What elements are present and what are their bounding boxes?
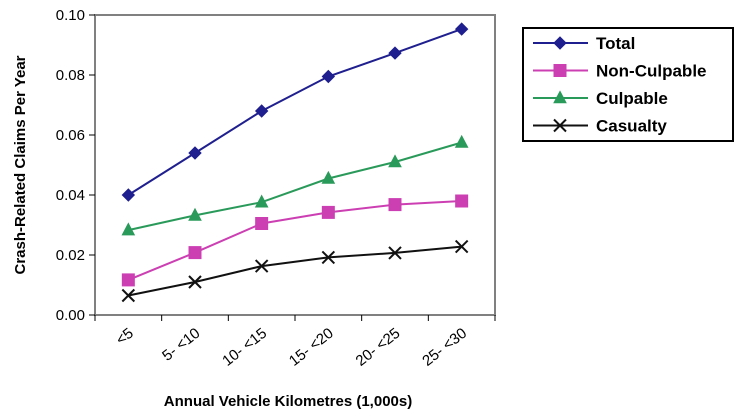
x-tick-label: 10- <15 — [219, 325, 270, 370]
data-point-x — [553, 118, 567, 133]
series-casualty — [121, 239, 469, 303]
data-point-triangle — [188, 207, 202, 221]
x-axis-title: Annual Vehicle Kilometres (1,000s) — [164, 393, 412, 410]
legend-label: Culpable — [596, 89, 668, 108]
data-point-square — [188, 246, 202, 260]
data-point-triangle — [254, 194, 269, 208]
data-point-x — [388, 246, 402, 260]
data-point-x — [454, 239, 469, 254]
legend-item: Casualty — [533, 117, 667, 136]
data-point-triangle — [388, 154, 402, 168]
x-marker-stroke — [254, 259, 269, 273]
legend-item: Total — [533, 34, 635, 53]
data-point-diamond — [188, 146, 202, 160]
data-point-x — [188, 275, 202, 289]
x-tick-label: <5 — [113, 325, 137, 349]
data-point-x — [121, 288, 136, 303]
x-marker-stroke — [321, 250, 336, 265]
legend-label: Non-Culpable — [596, 62, 707, 81]
series-line — [128, 141, 462, 232]
x-tick-label: 20- <25 — [353, 325, 404, 370]
data-point-square — [388, 198, 402, 212]
data-point-triangle — [321, 170, 336, 184]
data-point-square — [255, 217, 269, 230]
x-tick-label: 25- <30 — [419, 325, 470, 370]
data-point-triangle — [454, 134, 469, 148]
series-line — [127, 200, 462, 281]
data-point-triangle — [553, 90, 567, 104]
data-point-square — [121, 273, 135, 287]
series-line — [127, 28, 463, 196]
data-point-diamond — [254, 104, 269, 118]
x-tick-label: 5- <10 — [159, 325, 203, 365]
legend-item: Culpable — [533, 89, 668, 108]
y-axis-title: Crash-Related Claims Per Year — [12, 55, 29, 274]
series-culpable — [121, 134, 469, 236]
data-point-diamond — [321, 69, 336, 84]
y-axis: 0.00 0.02 0.04 0.06 0.08 0.10 — [56, 7, 95, 324]
x-marker-stroke — [188, 275, 202, 289]
series-group — [121, 22, 469, 303]
series-line — [128, 245, 462, 297]
x-marker-stroke — [121, 288, 136, 303]
y-tick-label: 0.00 — [56, 307, 85, 324]
series-total — [121, 22, 469, 202]
x-tick-label: 15- <20 — [286, 325, 337, 370]
y-tick-label: 0.04 — [56, 187, 85, 204]
x-marker-stroke — [553, 118, 567, 133]
y-tick-label: 0.08 — [56, 67, 85, 84]
data-point-square — [455, 194, 469, 208]
legend: Total Non-Culpable Culpable Casualty — [522, 27, 734, 142]
data-point-square — [553, 64, 567, 77]
data-point-diamond — [454, 22, 469, 36]
data-point-triangle — [121, 222, 136, 236]
x-marker-stroke — [454, 239, 469, 254]
y-tick-label: 0.10 — [56, 7, 85, 24]
legend-label: Total — [596, 34, 635, 53]
data-point-diamond — [388, 46, 402, 60]
data-point-square — [321, 205, 335, 219]
x-marker-stroke — [388, 246, 402, 260]
y-tick-label: 0.06 — [56, 127, 85, 144]
plot-area-group — [94, 14, 496, 316]
x-axis: <5 5- <10 10- <15 15- <20 20- <25 25- <30 — [94, 315, 496, 370]
data-point-x — [254, 259, 269, 273]
plot-area — [94, 14, 496, 316]
data-point-diamond — [553, 36, 567, 50]
data-point-diamond — [121, 188, 136, 202]
y-tick-label: 0.02 — [56, 247, 85, 264]
legend-item: Non-Culpable — [533, 62, 707, 81]
series-non-culpable — [121, 194, 469, 287]
legend-label: Casualty — [596, 117, 667, 136]
data-point-x — [321, 250, 336, 265]
